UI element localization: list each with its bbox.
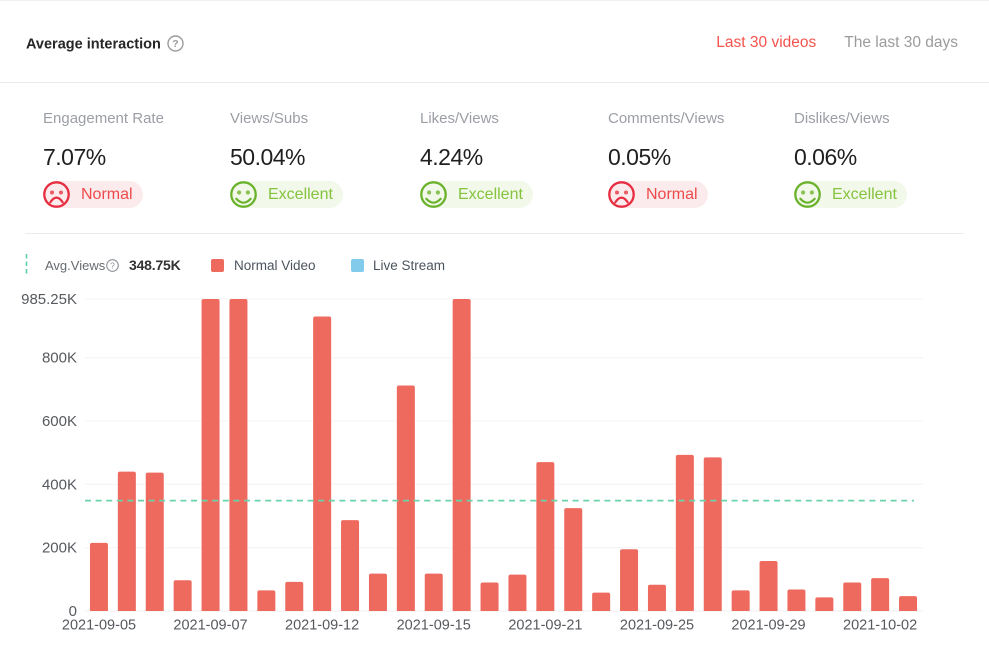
svg-text:2021-09-15: 2021-09-15 bbox=[397, 618, 471, 634]
svg-text:600K: 600K bbox=[42, 413, 77, 430]
svg-text:985.25K: 985.25K bbox=[21, 291, 77, 308]
svg-text:2021-09-29: 2021-09-29 bbox=[731, 618, 805, 634]
svg-text:2021-09-21: 2021-09-21 bbox=[508, 618, 582, 634]
svg-text:2021-09-12: 2021-09-12 bbox=[285, 618, 359, 634]
svg-text:400K: 400K bbox=[42, 476, 77, 493]
svg-text:800K: 800K bbox=[42, 350, 77, 367]
svg-text:?: ? bbox=[172, 38, 178, 50]
svg-text:?: ? bbox=[110, 261, 115, 271]
svg-text:200K: 200K bbox=[42, 540, 77, 557]
svg-text:2021-09-05: 2021-09-05 bbox=[62, 618, 136, 634]
svg-text:2021-09-25: 2021-09-25 bbox=[620, 618, 694, 634]
svg-text:2021-10-02: 2021-10-02 bbox=[843, 618, 917, 634]
svg-text:0: 0 bbox=[69, 603, 77, 620]
svg-text:2021-09-07: 2021-09-07 bbox=[173, 618, 247, 634]
